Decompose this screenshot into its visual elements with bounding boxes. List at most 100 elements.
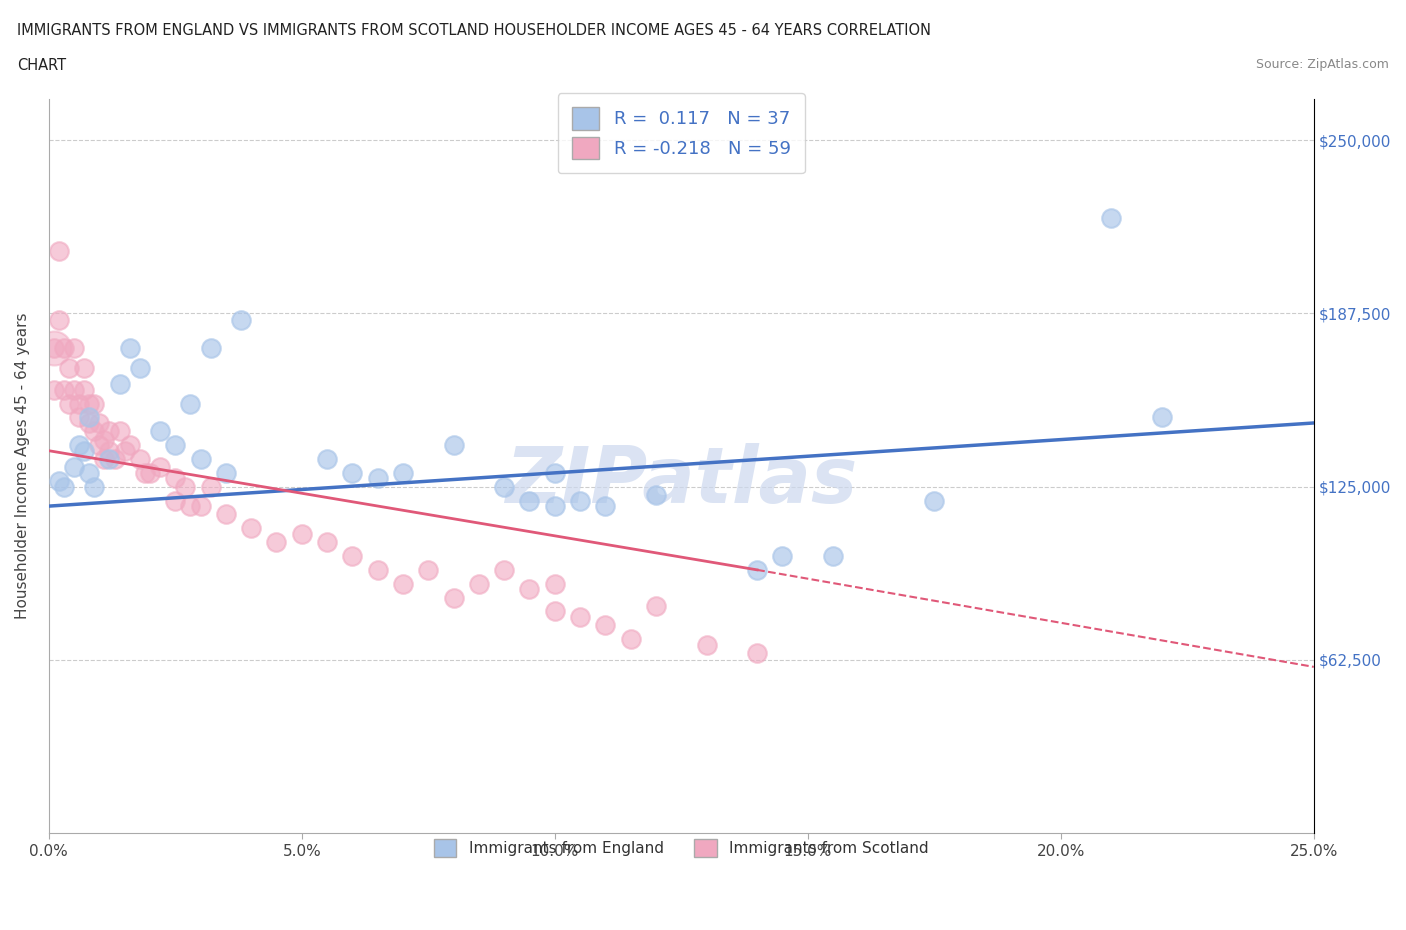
- Point: [67, 410, 90, 425]
- Text: Source: ZipAtlas.com: Source: ZipAtlas.com: [1256, 58, 1389, 71]
- Point: [316, 452, 339, 467]
- Legend: Immigrants from England, Immigrants from Scotland: Immigrants from England, Immigrants from…: [422, 827, 941, 870]
- Point: [67, 438, 90, 453]
- Point: [118, 438, 141, 453]
- Point: [52, 479, 75, 494]
- Text: ZIPatlas: ZIPatlas: [505, 443, 858, 519]
- Point: [645, 599, 668, 614]
- Point: [103, 452, 125, 467]
- Point: [645, 487, 668, 502]
- Point: [179, 498, 201, 513]
- Point: [240, 521, 263, 536]
- Point: [42, 340, 65, 355]
- Point: [215, 507, 238, 522]
- Point: [772, 549, 794, 564]
- Point: [519, 582, 541, 597]
- Point: [544, 498, 567, 513]
- Point: [165, 471, 187, 485]
- Point: [229, 313, 252, 328]
- Point: [494, 563, 516, 578]
- Point: [93, 432, 115, 447]
- Point: [215, 465, 238, 480]
- Point: [58, 360, 80, 375]
- Point: [468, 577, 491, 591]
- Point: [52, 340, 75, 355]
- Point: [418, 563, 440, 578]
- Point: [494, 479, 516, 494]
- Point: [595, 498, 617, 513]
- Point: [179, 396, 201, 411]
- Y-axis label: Householder Income Ages 45 - 64 years: Householder Income Ages 45 - 64 years: [15, 312, 30, 619]
- Point: [696, 637, 718, 652]
- Point: [544, 577, 567, 591]
- Point: [620, 631, 643, 646]
- Point: [367, 471, 389, 485]
- Point: [569, 609, 592, 624]
- Point: [569, 493, 592, 508]
- Point: [93, 452, 115, 467]
- Point: [595, 618, 617, 632]
- Point: [747, 563, 769, 578]
- Point: [63, 340, 86, 355]
- Point: [48, 313, 70, 328]
- Point: [63, 459, 86, 474]
- Point: [922, 493, 945, 508]
- Point: [128, 452, 150, 467]
- Point: [52, 382, 75, 397]
- Point: [342, 465, 364, 480]
- Point: [48, 473, 70, 488]
- Point: [108, 424, 131, 439]
- Point: [392, 577, 415, 591]
- Point: [63, 382, 86, 397]
- Text: CHART: CHART: [17, 58, 66, 73]
- Point: [174, 479, 197, 494]
- Point: [443, 438, 465, 453]
- Point: [114, 444, 136, 458]
- Point: [200, 479, 222, 494]
- Point: [89, 438, 111, 453]
- Point: [149, 459, 172, 474]
- Point: [77, 465, 100, 480]
- Point: [544, 604, 567, 618]
- Point: [1099, 210, 1122, 225]
- Point: [823, 549, 845, 564]
- Point: [544, 465, 567, 480]
- Point: [165, 438, 187, 453]
- Point: [67, 396, 90, 411]
- Point: [77, 410, 100, 425]
- Point: [98, 444, 121, 458]
- Point: [89, 416, 111, 431]
- Point: [98, 452, 121, 467]
- Point: [77, 396, 100, 411]
- Point: [83, 424, 105, 439]
- Point: [108, 377, 131, 392]
- Text: IMMIGRANTS FROM ENGLAND VS IMMIGRANTS FROM SCOTLAND HOUSEHOLDER INCOME AGES 45 -: IMMIGRANTS FROM ENGLAND VS IMMIGRANTS FR…: [17, 23, 931, 38]
- Point: [83, 396, 105, 411]
- Point: [118, 340, 141, 355]
- Point: [42, 382, 65, 397]
- Point: [266, 535, 288, 550]
- Point: [83, 479, 105, 494]
- Point: [134, 465, 156, 480]
- Point: [747, 645, 769, 660]
- Point: [291, 526, 314, 541]
- Point: [42, 340, 65, 355]
- Point: [200, 340, 222, 355]
- Point: [58, 396, 80, 411]
- Point: [77, 416, 100, 431]
- Point: [519, 493, 541, 508]
- Point: [367, 563, 389, 578]
- Point: [128, 360, 150, 375]
- Point: [392, 465, 415, 480]
- Point: [139, 465, 162, 480]
- Point: [165, 493, 187, 508]
- Point: [443, 591, 465, 605]
- Point: [98, 424, 121, 439]
- Point: [342, 549, 364, 564]
- Point: [190, 498, 212, 513]
- Point: [149, 424, 172, 439]
- Point: [1150, 410, 1173, 425]
- Point: [73, 360, 96, 375]
- Point: [48, 244, 70, 259]
- Point: [190, 452, 212, 467]
